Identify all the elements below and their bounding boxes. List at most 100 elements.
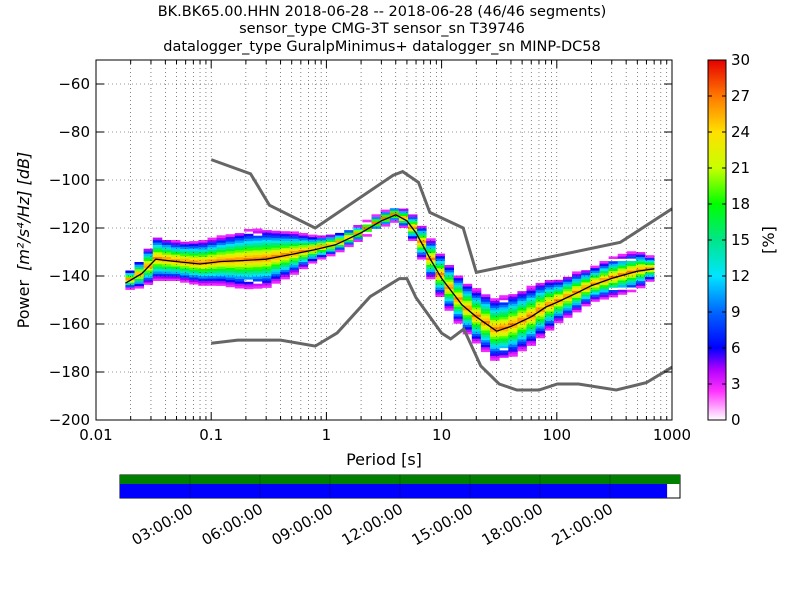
density-cell bbox=[572, 278, 582, 282]
density-cell bbox=[517, 331, 527, 335]
colorbar-tick-label: 0 bbox=[731, 411, 741, 429]
density-cell bbox=[243, 229, 254, 232]
density-cell bbox=[216, 278, 227, 282]
density-cell bbox=[499, 316, 509, 320]
density-cell bbox=[590, 275, 600, 278]
density-cell bbox=[335, 247, 345, 250]
density-cell bbox=[499, 304, 509, 308]
density-cell bbox=[499, 297, 509, 301]
noise-model-nlnm bbox=[211, 277, 673, 392]
density-cell bbox=[563, 305, 573, 309]
density-cell bbox=[590, 268, 600, 271]
density-cell bbox=[544, 316, 555, 319]
density-cell bbox=[635, 276, 646, 279]
density-cell bbox=[626, 284, 637, 288]
density-cell bbox=[134, 281, 144, 284]
density-cell bbox=[617, 280, 628, 283]
density-cell bbox=[490, 312, 500, 316]
density-cell bbox=[617, 285, 628, 288]
density-cell bbox=[289, 260, 299, 263]
colorbar: 0 3 6 9 12 15 18 21 24 27 30 [%] bbox=[707, 51, 778, 429]
density-cell bbox=[171, 242, 181, 245]
density-cell bbox=[207, 264, 217, 267]
density-cell bbox=[380, 212, 391, 215]
density-cell bbox=[608, 292, 619, 295]
density-cell bbox=[426, 245, 436, 249]
density-cell bbox=[335, 240, 345, 243]
density-cell bbox=[626, 253, 637, 257]
density-cell bbox=[216, 252, 227, 255]
density-cell bbox=[490, 327, 500, 330]
density-cell bbox=[544, 323, 555, 326]
density-cell bbox=[471, 302, 482, 306]
density-cell bbox=[572, 283, 582, 286]
density-cell bbox=[207, 252, 217, 255]
density-cell bbox=[526, 297, 536, 301]
density-cell bbox=[426, 250, 436, 253]
density-cell bbox=[590, 294, 600, 297]
density-cell bbox=[271, 254, 281, 258]
density-cell bbox=[189, 248, 199, 251]
density-cell bbox=[499, 343, 509, 346]
density-cell bbox=[535, 328, 546, 332]
density-cell bbox=[262, 246, 272, 250]
density-cell bbox=[645, 262, 655, 265]
density-cell bbox=[271, 230, 281, 234]
density-cell bbox=[216, 268, 227, 272]
density-cell bbox=[535, 335, 546, 339]
density-cell bbox=[435, 253, 445, 257]
density-cell bbox=[645, 255, 655, 258]
density-cell bbox=[198, 261, 208, 265]
density-cell bbox=[234, 249, 245, 253]
density-cell bbox=[125, 275, 135, 278]
density-cell bbox=[280, 240, 290, 244]
density-cell bbox=[289, 272, 299, 275]
density-cell bbox=[253, 250, 263, 253]
density-cell bbox=[435, 263, 445, 266]
density-cell bbox=[143, 255, 154, 259]
density-cell bbox=[234, 281, 245, 284]
density-cell bbox=[335, 235, 345, 238]
density-cell bbox=[180, 277, 190, 281]
density-cell bbox=[462, 327, 473, 330]
density-cell bbox=[426, 271, 436, 275]
density-cell bbox=[608, 268, 619, 271]
density-cell bbox=[198, 252, 208, 255]
density-cell bbox=[271, 264, 281, 267]
density-cell bbox=[198, 264, 208, 267]
y-tick-label: −60 bbox=[58, 75, 90, 93]
density-cell bbox=[207, 254, 217, 257]
density-cell bbox=[216, 244, 227, 248]
density-cell bbox=[462, 303, 473, 306]
density-cell bbox=[134, 269, 144, 272]
density-cell bbox=[581, 291, 591, 295]
density-cell bbox=[608, 263, 619, 267]
density-cell bbox=[216, 276, 227, 279]
density-cell bbox=[307, 256, 318, 259]
density-cell bbox=[171, 254, 181, 257]
density-cell bbox=[480, 332, 491, 336]
density-cell bbox=[553, 318, 564, 321]
colorbar-tick-label: 21 bbox=[731, 159, 750, 177]
density-cell bbox=[490, 358, 500, 361]
timeline-label: 03:00:00 bbox=[129, 500, 196, 549]
density-cell bbox=[362, 234, 372, 237]
density-cell bbox=[398, 223, 409, 226]
density-cell bbox=[234, 269, 245, 272]
density-cell bbox=[171, 240, 181, 243]
density-cell bbox=[253, 247, 263, 251]
density-cell bbox=[171, 256, 181, 260]
density-cell bbox=[526, 340, 536, 344]
density-cell bbox=[243, 277, 254, 280]
density-cell bbox=[480, 320, 491, 324]
density-cell bbox=[444, 267, 454, 270]
density-cell bbox=[544, 294, 555, 297]
density-cell bbox=[572, 271, 582, 274]
density-cell bbox=[271, 257, 281, 260]
density-cell bbox=[234, 252, 245, 255]
density-cell bbox=[298, 249, 309, 253]
density-cell bbox=[198, 259, 208, 262]
density-cell bbox=[262, 234, 272, 238]
density-cell bbox=[553, 320, 564, 324]
